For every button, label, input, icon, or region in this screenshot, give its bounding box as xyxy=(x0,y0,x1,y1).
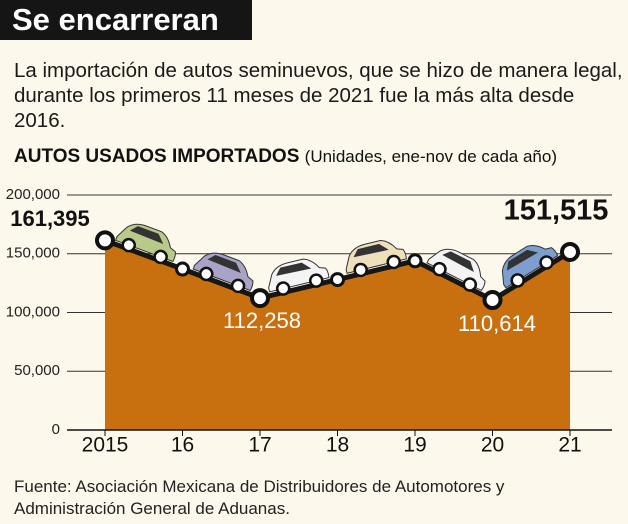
y-label: AUTOS USADOS IMPORTADOS xyxy=(14,146,300,167)
car xyxy=(268,258,330,296)
car-wheel xyxy=(153,249,168,265)
point xyxy=(175,261,190,277)
chart: 0 50,000 100,000 150,000 200,000 2015 16 17 18 1… xyxy=(6,186,612,457)
axis-title: AUTOS USADOS IMPORTADOS (Unidades, ene-n… xyxy=(14,146,557,168)
car xyxy=(426,248,486,292)
y-tick-label: 200,000 xyxy=(6,186,60,203)
car-decorations xyxy=(114,223,559,296)
car xyxy=(345,240,407,278)
x-tick-label: 19 xyxy=(403,434,426,457)
point xyxy=(560,241,580,262)
value-label: 110,614 xyxy=(458,311,536,336)
value-label: 151,515 xyxy=(504,195,609,227)
car-wheel xyxy=(275,281,291,296)
car xyxy=(114,223,176,265)
car-wheel xyxy=(230,278,246,294)
area xyxy=(105,240,570,430)
car-wheel xyxy=(386,254,401,270)
car-window xyxy=(353,243,389,258)
x-tick-label: 16 xyxy=(171,434,194,457)
car xyxy=(501,245,559,289)
x-tick-label: 2015 xyxy=(82,434,129,457)
point xyxy=(330,272,345,288)
car xyxy=(192,252,254,294)
y-tick-label: 50,000 xyxy=(14,362,60,379)
plot-group: 2015 16 17 18 19 20 21 161,395 112,258 110,614 151… xyxy=(10,195,612,457)
car-window xyxy=(207,254,241,274)
car-wheel xyxy=(199,266,214,282)
car-wheel xyxy=(121,237,136,253)
point xyxy=(95,230,115,251)
subtitle: La importación de autos seminuevos, que … xyxy=(14,59,623,132)
car-wheel xyxy=(462,277,478,292)
car-wheel xyxy=(539,255,554,270)
car-window xyxy=(506,249,538,271)
car-wheel xyxy=(432,261,447,277)
car-wheel xyxy=(309,273,324,288)
car-wheel xyxy=(353,262,368,278)
car-wheel xyxy=(510,273,525,288)
x-tick-label: 17 xyxy=(248,434,271,457)
title-bar xyxy=(0,0,252,40)
point xyxy=(250,288,270,309)
value-label: 112,258 xyxy=(223,308,301,333)
value-label: 161,395 xyxy=(10,206,90,231)
y-tick-label: 150,000 xyxy=(6,245,60,262)
source: Fuente: Asociación Mexicana de Distribui… xyxy=(14,477,505,518)
car-window xyxy=(129,226,164,245)
car-window xyxy=(442,251,474,273)
car-window xyxy=(276,262,312,276)
title: Se encarreran xyxy=(12,2,219,37)
x-tick-label: 18 xyxy=(326,434,349,457)
point xyxy=(407,253,423,269)
point xyxy=(482,290,503,311)
y-tick-label: 0 xyxy=(52,421,60,438)
x-tick-label: 21 xyxy=(558,434,581,457)
y-label-note: (Unidades, ene-nov de cada año) xyxy=(304,147,557,166)
x-tick-label: 20 xyxy=(481,434,504,457)
y-tick-label: 100,000 xyxy=(6,303,60,320)
